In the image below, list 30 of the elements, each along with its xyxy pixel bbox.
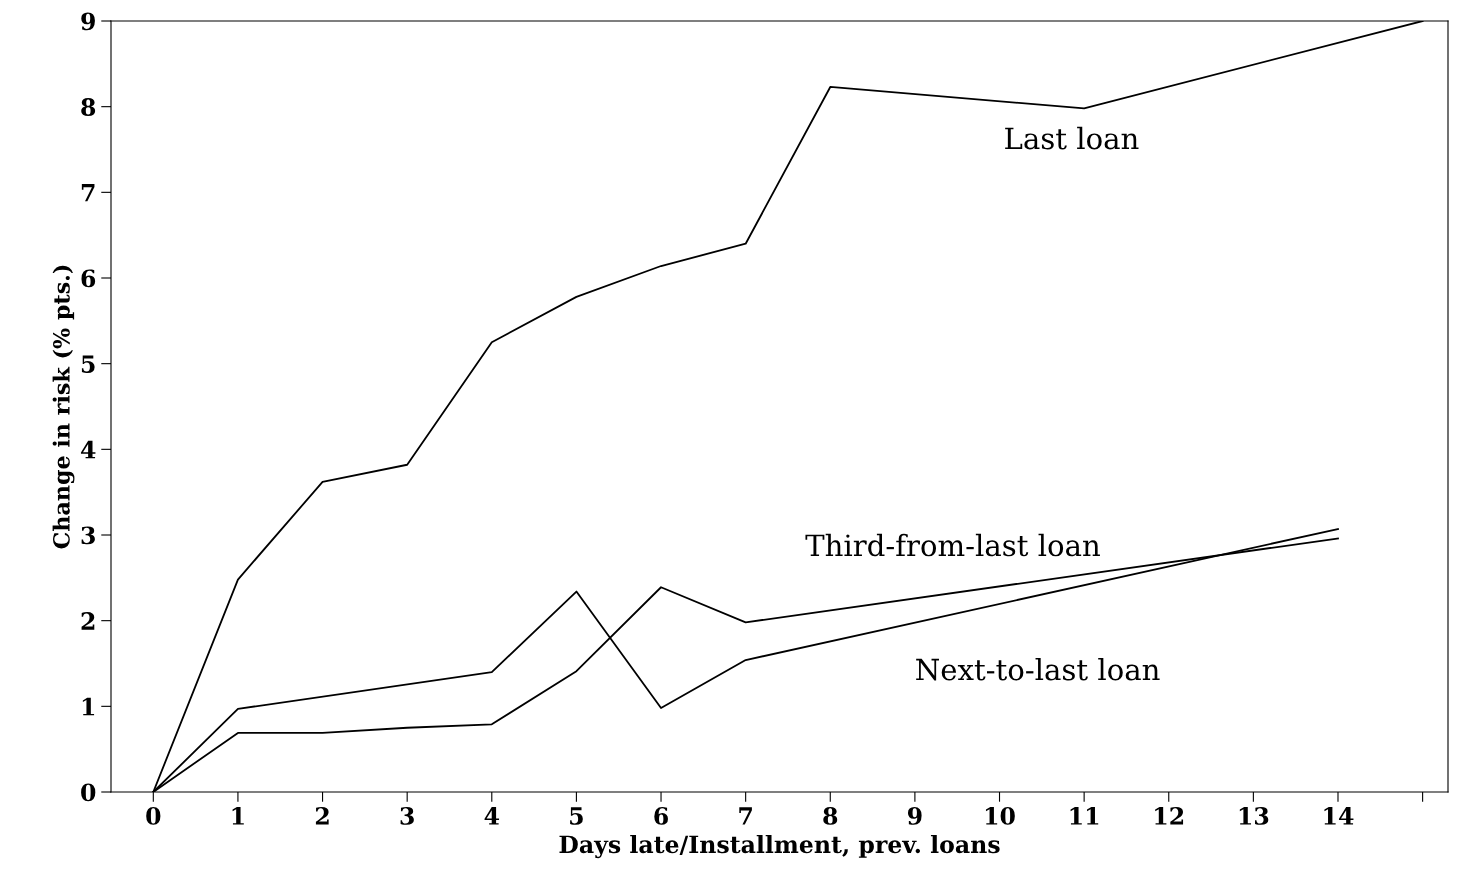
x-tick-label: 14	[1324, 807, 1354, 825]
x-axis-title: Days late/Installment, prev. loans	[559, 834, 1000, 859]
series-label: Next-to-last loan	[916, 657, 1160, 681]
y-tick-label: 5	[81, 355, 95, 373]
y-tick-label: 1	[82, 697, 95, 716]
series-label: Last loan	[1005, 126, 1139, 150]
x-tick-label: 7	[739, 807, 752, 825]
y-tick-label: 6	[81, 269, 96, 288]
x-tick-label: 3	[400, 807, 414, 825]
x-tick-label: 9	[907, 807, 922, 825]
x-tick-label: 4	[484, 807, 500, 825]
y-axis-title: Change in risk (% pts.)	[52, 265, 75, 549]
series-label: Third-from-last loan	[805, 533, 1100, 557]
x-tick-label: 0	[146, 807, 161, 825]
x-tick-label: 8	[823, 807, 838, 825]
x-tick-label: 13	[1239, 807, 1269, 825]
x-tick-label: 5	[570, 807, 583, 825]
x-tick-label: 12	[1155, 807, 1184, 825]
x-tick-label: 2	[315, 807, 329, 825]
y-tick-label: 2	[81, 612, 95, 630]
y-tick-label: 9	[81, 12, 95, 31]
y-tick-label: 8	[81, 98, 96, 116]
y-tick-label: 3	[81, 526, 95, 545]
x-tick-label: 6	[654, 807, 668, 825]
y-tick-label: 4	[80, 440, 96, 459]
x-tick-label: 11	[1070, 807, 1099, 825]
y-tick-label: 0	[81, 783, 96, 802]
x-tick-label: 10	[985, 807, 1015, 825]
x-tick-label: 1	[232, 807, 244, 825]
y-tick-label: 7	[81, 184, 95, 202]
